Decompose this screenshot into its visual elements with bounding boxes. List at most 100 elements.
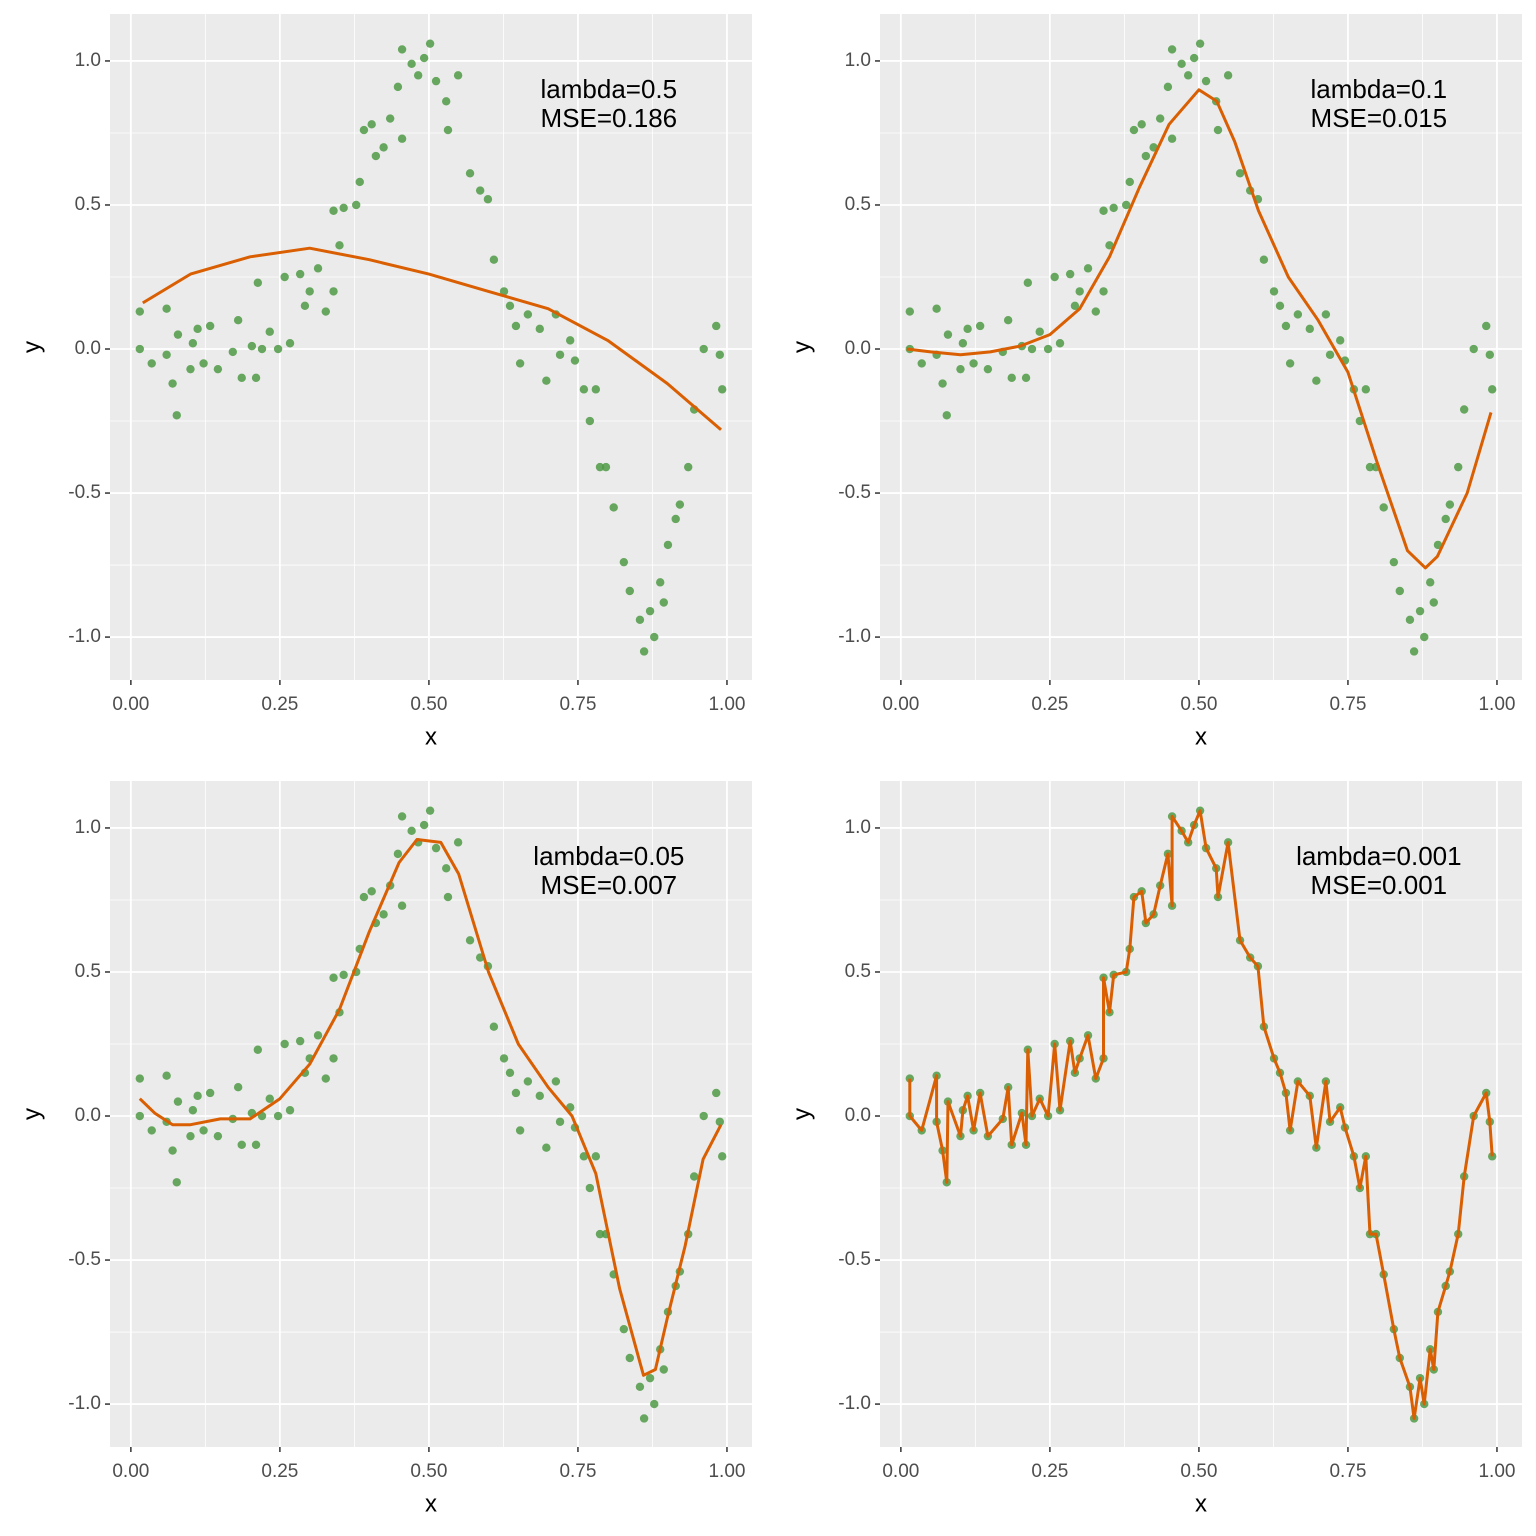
annotation: MSE=0.007 (541, 870, 678, 900)
point (938, 379, 947, 388)
point (585, 416, 595, 426)
point (397, 134, 407, 143)
point (619, 557, 629, 567)
point (1201, 76, 1211, 86)
point (443, 125, 453, 135)
point (285, 339, 295, 348)
x-tick-label: 1.00 (708, 1461, 745, 1482)
x-tick-label: 0.00 (112, 694, 149, 715)
point (656, 578, 665, 587)
x-axis-title: x (425, 723, 437, 750)
plot-background (110, 781, 752, 1447)
point (285, 1106, 295, 1115)
point (147, 1126, 156, 1135)
x-tick-label: 0.50 (1180, 1461, 1217, 1482)
point (712, 1088, 721, 1098)
point (1035, 327, 1044, 336)
point (1379, 503, 1388, 512)
point (956, 364, 965, 374)
point (499, 287, 509, 296)
point (367, 887, 376, 896)
point (359, 125, 369, 135)
x-tick-label: 0.75 (559, 1461, 596, 1482)
point (1325, 350, 1335, 359)
point (188, 1106, 198, 1115)
point (329, 206, 338, 215)
point (1043, 344, 1053, 354)
point (511, 321, 521, 331)
plot-background (110, 14, 752, 680)
point (313, 264, 323, 273)
point (251, 373, 261, 383)
point (1183, 71, 1193, 80)
point (393, 82, 403, 92)
point (295, 269, 305, 279)
point (579, 385, 589, 394)
point (162, 350, 171, 359)
fit-line (906, 88, 1493, 570)
point (300, 301, 310, 311)
point (172, 1178, 181, 1187)
point (135, 1074, 145, 1083)
point (1137, 120, 1146, 129)
point (273, 1111, 283, 1121)
point (1141, 151, 1151, 161)
point (135, 344, 145, 354)
point (233, 1083, 243, 1092)
point (535, 324, 544, 334)
point (489, 255, 499, 264)
point (371, 151, 381, 161)
y-tick-label: 0.5 (845, 961, 871, 982)
point (442, 864, 451, 873)
point (1121, 200, 1131, 210)
point (273, 344, 283, 354)
point (1055, 339, 1065, 348)
panel: 0.00 0.25 0.50 0.75 1.00 -1.0 -0.5 0.0 0.5 1.0 lam… (788, 781, 1522, 1517)
panel: 0.00 0.25 0.50 0.75 1.00 -1.0 -0.5 0.0 0.5 1.0 lam… (788, 14, 1522, 750)
point (1459, 405, 1469, 414)
point (551, 1077, 561, 1086)
x-tick-label: 0.25 (1031, 1461, 1068, 1482)
point (699, 1111, 708, 1121)
points (135, 39, 727, 656)
point (329, 287, 338, 296)
point (963, 324, 972, 334)
fit-line (908, 809, 1494, 1420)
point (1007, 373, 1016, 383)
y-tick-label: -1.0 (838, 626, 871, 647)
point (205, 1088, 215, 1098)
x-axis-title: x (1195, 1490, 1207, 1517)
point (397, 45, 407, 54)
point (135, 307, 145, 316)
y-tick-label: -1.0 (838, 1393, 871, 1414)
point (237, 373, 246, 383)
point (1389, 557, 1399, 567)
y-tick-label: 0.5 (845, 194, 871, 215)
y-tick-label: 0.5 (75, 961, 101, 982)
point (659, 1365, 668, 1374)
point (595, 462, 605, 472)
point (431, 843, 441, 853)
point (515, 359, 525, 368)
point (717, 1152, 727, 1161)
annotation: MSE=0.015 (1311, 103, 1448, 133)
point (1050, 272, 1059, 282)
point (1195, 39, 1205, 48)
point (1312, 376, 1321, 385)
point (917, 359, 926, 368)
point (1445, 500, 1455, 509)
point (645, 1373, 655, 1383)
point (975, 321, 985, 331)
point (625, 586, 634, 596)
point (213, 1131, 223, 1141)
point (305, 287, 314, 296)
point (1441, 514, 1450, 524)
point (1213, 125, 1223, 135)
point (1189, 53, 1199, 63)
point (715, 1117, 725, 1126)
point (1003, 316, 1013, 325)
point (1125, 177, 1134, 187)
point (932, 304, 941, 313)
point (523, 1077, 533, 1086)
